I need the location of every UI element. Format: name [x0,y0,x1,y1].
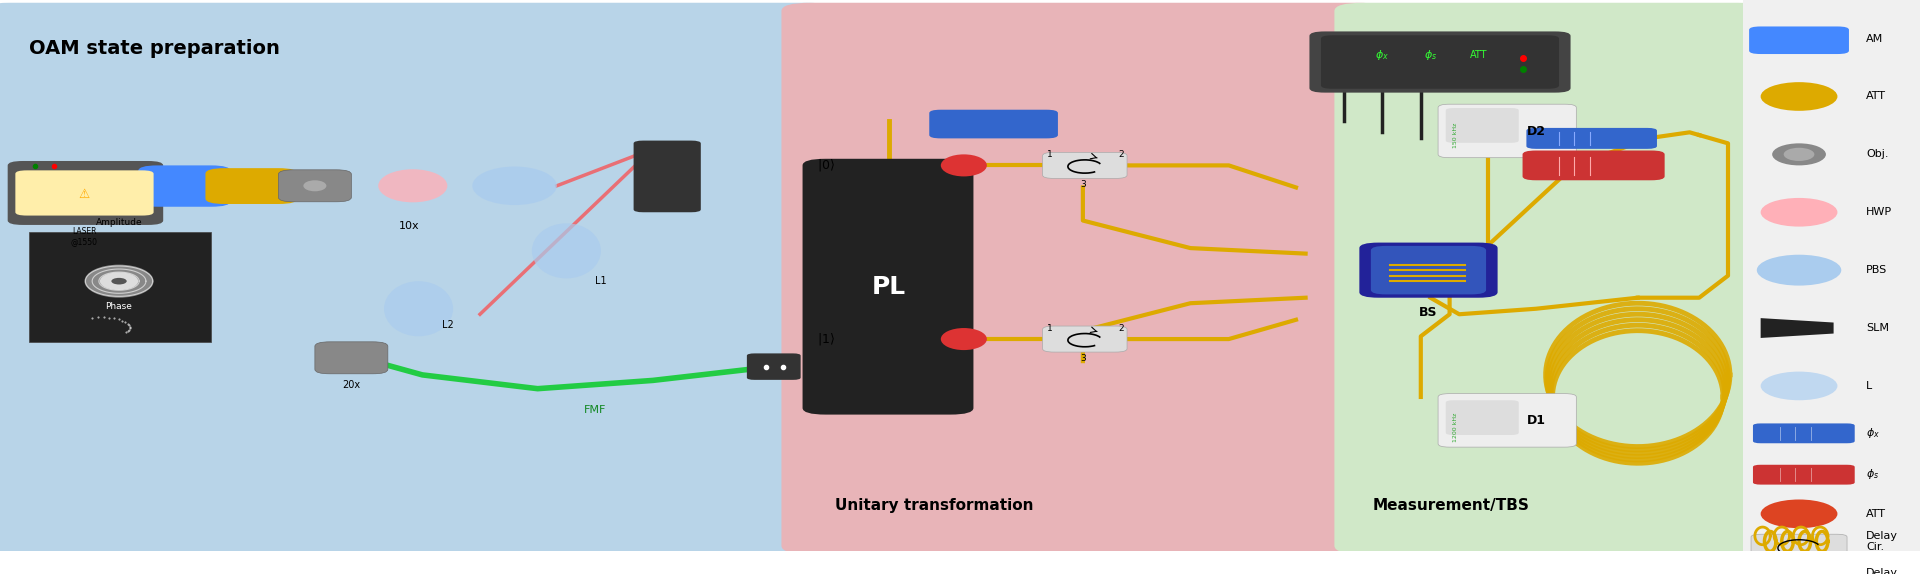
Ellipse shape [532,223,601,278]
Text: Obj.: Obj. [1866,149,1889,160]
Text: 150 kHz: 150 kHz [1453,122,1459,148]
Text: $\phi_s$: $\phi_s$ [1866,467,1880,481]
Ellipse shape [111,278,127,285]
Text: $\phi_x$: $\phi_x$ [1375,48,1390,62]
Text: SLM: SLM [1866,323,1889,333]
Text: HWP: HWP [1866,207,1893,217]
FancyBboxPatch shape [803,159,973,414]
Text: 10x: 10x [399,220,419,231]
Text: 1: 1 [1048,150,1052,159]
FancyBboxPatch shape [1523,150,1665,180]
FancyBboxPatch shape [1438,104,1576,158]
FancyBboxPatch shape [15,170,154,216]
Text: ATT: ATT [1469,50,1488,60]
Polygon shape [1761,318,1834,338]
Ellipse shape [1757,255,1841,286]
Text: L2: L2 [442,320,453,330]
Text: D2: D2 [1526,125,1546,138]
Text: 2: 2 [1119,150,1123,159]
Text: OAM state preparation: OAM state preparation [29,38,280,57]
FancyBboxPatch shape [0,3,835,554]
FancyBboxPatch shape [1749,26,1849,54]
Text: D1: D1 [1526,414,1546,426]
FancyBboxPatch shape [929,110,1058,138]
Bar [29,231,211,342]
FancyBboxPatch shape [1334,3,1766,554]
Ellipse shape [1761,371,1837,400]
Text: L1: L1 [595,276,607,286]
Ellipse shape [100,272,138,290]
Text: L: L [1866,381,1872,391]
Text: ATT: ATT [1866,91,1885,102]
Ellipse shape [1772,144,1826,165]
Text: Amplitude: Amplitude [96,218,142,227]
FancyBboxPatch shape [1043,326,1127,352]
Ellipse shape [1761,82,1837,111]
Ellipse shape [1784,148,1814,161]
Ellipse shape [378,169,447,202]
Ellipse shape [1761,499,1837,528]
FancyBboxPatch shape [1526,128,1657,149]
FancyBboxPatch shape [1321,35,1559,89]
Text: BS: BS [1419,306,1438,319]
Text: 3: 3 [1081,354,1085,363]
FancyBboxPatch shape [1438,394,1576,447]
Text: AM: AM [1866,34,1884,44]
Text: Unitary transformation: Unitary transformation [835,498,1033,513]
Bar [1743,0,1920,551]
FancyBboxPatch shape [1753,465,1855,484]
Text: Cir.: Cir. [1866,542,1884,552]
Text: PL: PL [872,275,906,298]
Text: Delay: Delay [1866,531,1899,541]
FancyBboxPatch shape [781,3,1386,554]
Text: ATT: ATT [1866,509,1885,519]
Text: 3: 3 [1081,180,1085,189]
Text: $\phi_s$: $\phi_s$ [1425,48,1436,62]
FancyBboxPatch shape [1751,534,1847,560]
FancyBboxPatch shape [1309,32,1571,92]
FancyBboxPatch shape [1753,424,1855,443]
FancyBboxPatch shape [205,168,298,204]
Text: 1200 kHz: 1200 kHz [1453,413,1459,442]
Ellipse shape [472,166,557,205]
FancyBboxPatch shape [634,141,701,212]
FancyBboxPatch shape [747,354,801,380]
FancyBboxPatch shape [1043,152,1127,179]
Text: $|0\rangle$: $|0\rangle$ [818,157,835,173]
Text: 20x: 20x [342,381,361,390]
FancyBboxPatch shape [1359,243,1498,298]
Text: PBS: PBS [1866,265,1887,275]
Ellipse shape [84,265,154,298]
FancyBboxPatch shape [315,342,388,374]
Text: $\phi_x$: $\phi_x$ [1866,426,1880,440]
Text: LASER
@1550: LASER @1550 [71,227,98,247]
Text: Phase: Phase [106,302,132,312]
FancyBboxPatch shape [278,170,351,202]
Text: 2: 2 [1119,324,1123,333]
Ellipse shape [941,154,987,176]
FancyBboxPatch shape [1446,400,1519,435]
Text: 1: 1 [1048,324,1052,333]
Ellipse shape [384,281,453,336]
Ellipse shape [941,328,987,350]
Text: Delay: Delay [1866,568,1899,574]
Ellipse shape [303,180,326,191]
FancyBboxPatch shape [8,161,163,225]
Text: FMF: FMF [584,405,607,415]
FancyBboxPatch shape [1446,108,1519,143]
FancyBboxPatch shape [1371,246,1486,294]
FancyBboxPatch shape [138,165,230,207]
Text: Measurement/TBS: Measurement/TBS [1373,498,1530,513]
Text: ⚠: ⚠ [79,188,90,200]
Text: $|1\rangle$: $|1\rangle$ [818,331,835,347]
Ellipse shape [1761,198,1837,227]
